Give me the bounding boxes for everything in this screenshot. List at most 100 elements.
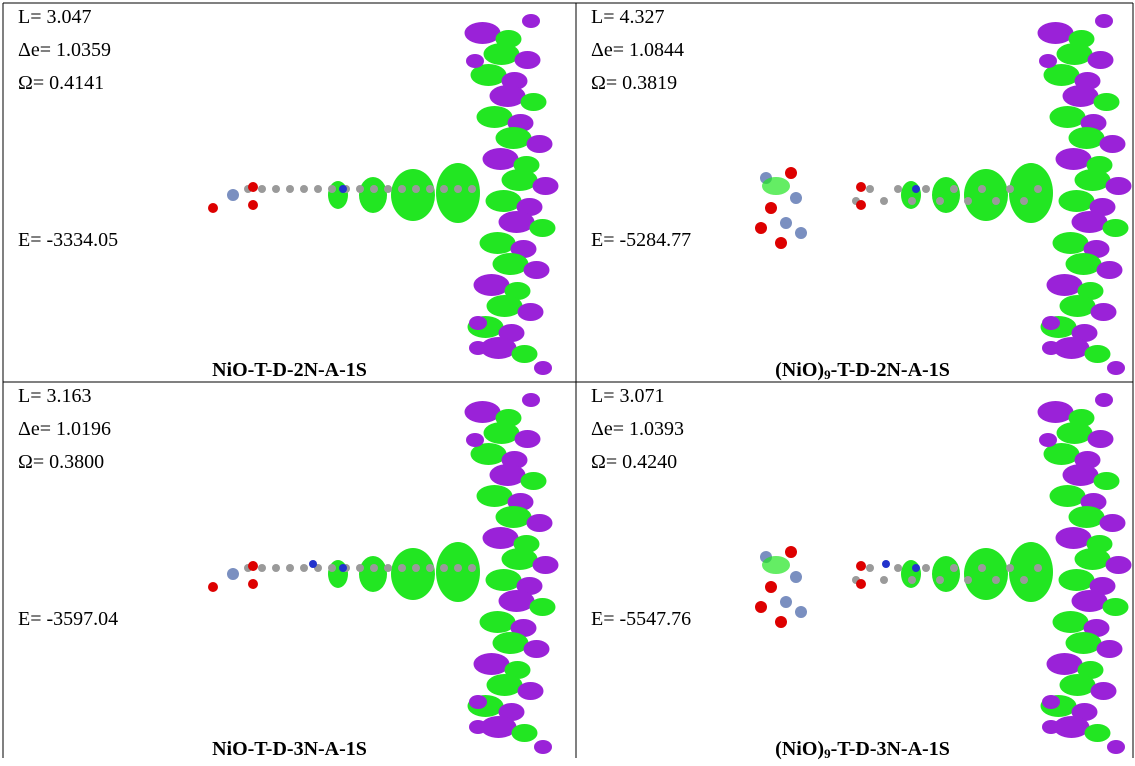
orbital-lobe (1039, 433, 1057, 447)
atom (755, 222, 767, 234)
orbital-lobe (465, 22, 501, 44)
orbital-lobe (524, 640, 550, 658)
orbital-lobe (1100, 514, 1126, 532)
orbital-lobe (1097, 261, 1123, 279)
orbital-lobe (1091, 682, 1117, 700)
omega-value: Ω= 0.4240 (591, 450, 677, 474)
atom (894, 564, 902, 572)
delta-e-value: Δe= 1.0393 (591, 417, 684, 441)
orbital-lobe (1072, 590, 1108, 612)
orbital-lobe (480, 232, 516, 254)
omega-value: Ω= 0.4141 (18, 71, 104, 95)
orbital-lobe (1057, 422, 1093, 444)
orbital-lobe (469, 316, 487, 330)
orbital-lobe (487, 295, 523, 317)
orbital-lobe (484, 43, 520, 65)
atom (468, 564, 476, 572)
atom (1020, 197, 1028, 205)
orbital-lobe (1103, 219, 1129, 237)
atom (856, 200, 866, 210)
atom (286, 564, 294, 572)
orbital-lobe (466, 433, 484, 447)
atom (384, 185, 392, 193)
atom (272, 564, 280, 572)
atom (894, 185, 902, 193)
atom (964, 576, 972, 584)
atom (208, 582, 218, 592)
orbital-lobe (477, 485, 513, 507)
orbital-lobe (1047, 274, 1083, 296)
page: (() => { const data = JSON.parse(documen… (0, 0, 1135, 758)
caption: NiO-T-D-2N-A-1S (3, 358, 576, 382)
orbital-lobe (527, 514, 553, 532)
orbital-lobe (391, 548, 435, 600)
orbital-lobe (932, 177, 960, 213)
atom (328, 564, 336, 572)
orbital-lobe (527, 135, 553, 153)
atom (978, 185, 986, 193)
omega-value: Ω= 0.3819 (591, 71, 677, 95)
orbital-lobe (391, 169, 435, 221)
atom (1034, 564, 1042, 572)
atom (454, 564, 462, 572)
atom (258, 564, 266, 572)
molecule (755, 393, 1132, 754)
atom (765, 202, 777, 214)
orbital-lobe (1088, 51, 1114, 69)
orbital-lobe (1060, 295, 1096, 317)
orbital-lobe (486, 190, 522, 212)
orbital-lobe (1063, 464, 1099, 486)
atom (1006, 185, 1014, 193)
atom (785, 167, 797, 179)
atom (370, 185, 378, 193)
atom (880, 197, 888, 205)
orbital-lobe (1066, 632, 1102, 654)
orbital-lobe (1038, 401, 1074, 423)
atom (384, 564, 392, 572)
orbital-lobe (359, 556, 387, 592)
atom (272, 185, 280, 193)
energy-value: E= -5284.77 (591, 228, 691, 252)
atom (950, 564, 958, 572)
orbital-lobe (1042, 341, 1060, 355)
orbital-lobe (521, 93, 547, 111)
orbital-lobe (359, 177, 387, 213)
orbital-lobe (465, 401, 501, 423)
orbital-lobe (490, 464, 526, 486)
caption-part: NiO-T-D-2N-A-1S (212, 359, 367, 381)
atom (765, 581, 777, 593)
delta-e-value: Δe= 1.0359 (18, 38, 111, 62)
atom (309, 560, 317, 568)
orbital-lobe (490, 85, 526, 107)
orbital-lobe (518, 682, 544, 700)
orbital-lobe (1097, 640, 1123, 658)
molecule (755, 14, 1132, 375)
orbital-lobe (499, 211, 535, 233)
orbital-lobe (469, 695, 487, 709)
atom (780, 217, 792, 229)
orbital-lobe (502, 169, 538, 191)
atom (440, 564, 448, 572)
atom (912, 185, 920, 193)
caption-part: -T-D-2N-A-1S (831, 359, 950, 381)
atom (908, 197, 916, 205)
atom (454, 185, 462, 193)
orbital-lobe (487, 674, 523, 696)
orbital-lobe (483, 527, 519, 549)
caption-part: (NiO) (775, 738, 824, 760)
orbital-lobe (1009, 163, 1053, 223)
atom (964, 197, 972, 205)
orbital-lobe (1088, 430, 1114, 448)
caption-part: -T-D-3N-A-1S (831, 738, 950, 760)
atom (908, 576, 916, 584)
atom (785, 546, 797, 558)
caption: (NiO)9-T-D-3N-A-1S (576, 737, 1135, 766)
orbital-lobe (1094, 93, 1120, 111)
orbital-lobe (522, 393, 540, 407)
orbital-lobe (474, 653, 510, 675)
orbital-lobe (964, 169, 1008, 221)
atom (356, 185, 364, 193)
orbital-lobe (1103, 598, 1129, 616)
atom (856, 561, 866, 571)
orbital-lobe (1075, 548, 1111, 570)
